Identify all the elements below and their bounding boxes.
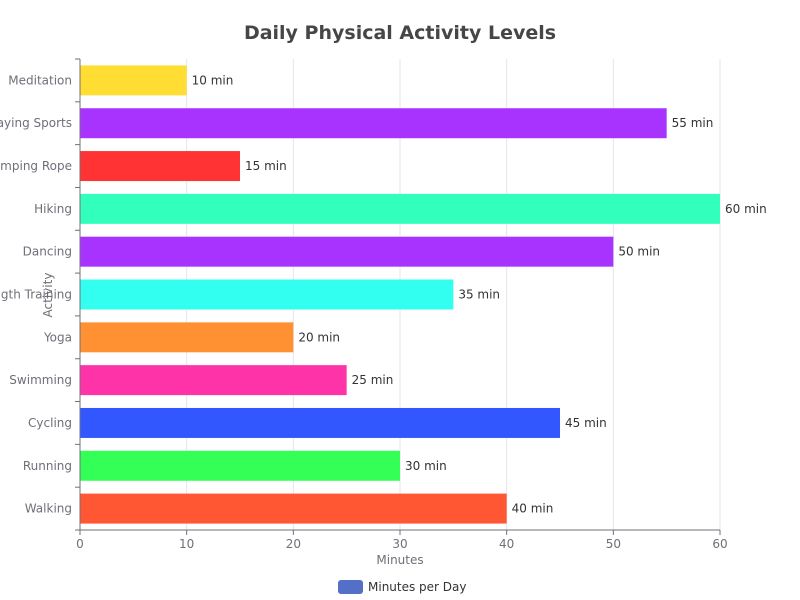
bar-yoga[interactable] <box>80 322 294 353</box>
x-axis-title: Minutes <box>376 553 423 567</box>
y-tick-label: Swimming <box>9 373 72 387</box>
bar-meditation[interactable] <box>80 65 187 96</box>
y-tick-label: Yoga <box>43 330 72 344</box>
bar-dancing[interactable] <box>80 236 614 267</box>
legend[interactable]: Minutes per Day <box>338 580 467 594</box>
y-tick-label: Jumping Rope <box>0 159 72 173</box>
y-tick-label: Playing Sports <box>0 116 72 130</box>
data-label: 55 min <box>672 116 714 130</box>
data-label: 30 min <box>405 459 447 473</box>
x-tick-label: 20 <box>286 537 301 551</box>
data-label: 15 min <box>245 159 287 173</box>
y-tick-label: Dancing <box>23 245 72 259</box>
y-tick-label: Strength Training <box>0 288 72 302</box>
y-tick-label: Cycling <box>28 416 72 430</box>
bar-strength-training[interactable] <box>80 279 454 310</box>
data-label: 60 min <box>725 202 767 216</box>
data-label: 20 min <box>298 330 340 344</box>
bars: 40 min 30 min 45 min 25 min 20 min 35 min 50 m… <box>80 65 767 524</box>
x-tick-label: 60 <box>712 537 727 551</box>
x-tick-label: 30 <box>392 537 407 551</box>
x-tick-label: 10 <box>179 537 194 551</box>
data-label: 25 min <box>352 373 394 387</box>
y-tick-label: Meditation <box>8 73 72 87</box>
data-label: 35 min <box>458 288 500 302</box>
x-tick-label: 50 <box>606 537 621 551</box>
data-label: 40 min <box>512 502 554 516</box>
data-label: 50 min <box>618 245 660 259</box>
bar-cycling[interactable] <box>80 407 560 438</box>
bar-hiking[interactable] <box>80 193 720 224</box>
bar-running[interactable] <box>80 450 400 481</box>
bar-playing-sports[interactable] <box>80 108 667 139</box>
y-axis-title: Activity <box>41 273 55 318</box>
bar-swimming[interactable] <box>80 365 347 396</box>
axes: 0 10 20 30 40 50 60 Walking Running Cycling Swimmi… <box>0 58 728 551</box>
bar-jumping-rope[interactable] <box>80 151 240 182</box>
y-tick-label: Hiking <box>34 202 72 216</box>
data-label: 45 min <box>565 416 607 430</box>
bar-walking[interactable] <box>80 493 507 524</box>
x-tick-label: 0 <box>76 537 84 551</box>
legend-swatch[interactable] <box>338 580 363 594</box>
y-tick-label: Running <box>23 459 72 473</box>
chart-title: Daily Physical Activity Levels <box>244 22 556 44</box>
data-label: 10 min <box>192 73 234 87</box>
legend-label[interactable]: Minutes per Day <box>368 580 467 594</box>
y-tick-label: Walking <box>25 502 72 516</box>
x-tick-label: 40 <box>499 537 514 551</box>
